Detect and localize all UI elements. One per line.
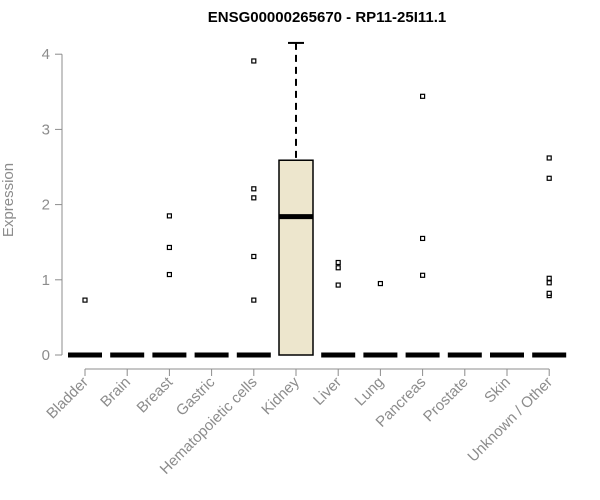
outlier-point (82, 297, 88, 303)
outlier-point (377, 280, 383, 287)
outlier-point (546, 275, 552, 281)
box-7 (363, 280, 398, 358)
box-5 (278, 41, 314, 356)
outlier-point (335, 265, 341, 271)
y-axis: 0 1 2 3 4 (42, 46, 63, 364)
outlier-point (166, 244, 172, 251)
plot-area (68, 41, 567, 358)
y-tick-label: 0 (42, 347, 50, 364)
box-body (278, 159, 314, 356)
outlier-point (546, 280, 552, 286)
x-tick-label: Breast (134, 373, 177, 416)
x-tick-label: Liver (310, 374, 345, 409)
outlier-point (546, 155, 552, 161)
outlier-point (335, 259, 341, 266)
outlier-point (251, 253, 257, 260)
box-0 (68, 297, 102, 358)
outlier-point (420, 93, 426, 99)
outlier-point (166, 271, 172, 278)
x-tick-label: Prostate (420, 374, 472, 426)
box-2 (152, 213, 187, 358)
y-tick-label: 3 (42, 121, 50, 138)
x-tick-label: Brain (97, 374, 134, 411)
x-tick-label: Lung (352, 374, 388, 410)
y-tick-label: 2 (42, 197, 50, 214)
box-4 (236, 58, 271, 358)
x-tick-label: Kidney (258, 373, 303, 418)
y-tick-label: 4 (42, 46, 50, 63)
outlier-point (546, 290, 552, 296)
box-6 (321, 259, 356, 358)
y-axis-label: Expression (0, 163, 17, 237)
outlier-point (251, 58, 257, 64)
y-tick-label: 1 (42, 272, 50, 289)
outlier-point (251, 195, 257, 201)
outlier-point (420, 235, 426, 242)
box-8 (405, 93, 440, 358)
chart-title: ENSG00000265670 - RP11-25I11.1 (208, 9, 447, 26)
outlier-point (546, 175, 552, 181)
outlier-point (251, 297, 257, 303)
outlier-point (335, 282, 341, 288)
box-11 (532, 155, 567, 358)
x-tick-label: Bladder (43, 374, 92, 423)
outlier-point (420, 272, 426, 278)
x-tick-label: Skin (481, 374, 514, 407)
outlier-point (251, 186, 257, 192)
outlier-point (166, 213, 172, 219)
